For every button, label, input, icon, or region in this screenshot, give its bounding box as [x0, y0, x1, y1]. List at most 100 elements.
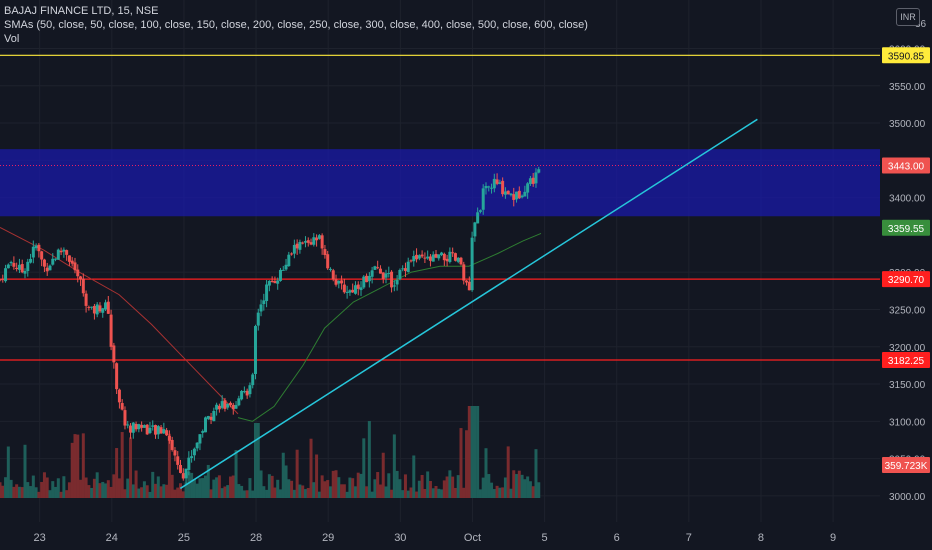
candle-body — [137, 424, 141, 430]
sma-indicator-legend[interactable]: SMAs (50, close, 50, close, 100, close, … — [4, 19, 588, 31]
volume-bar — [4, 477, 8, 498]
volume-bar — [495, 485, 499, 498]
price-tick-label: 3200.00 — [889, 343, 926, 354]
volume-bar — [415, 491, 419, 498]
candle-body — [315, 237, 319, 241]
candle-body — [301, 242, 305, 244]
volume-bar — [503, 477, 507, 498]
candle-body — [84, 293, 88, 306]
volume-bar — [76, 434, 80, 498]
time-axis[interactable]: 23 24 25 28 29 30 Oct 5 6 7 8 9 — [34, 532, 837, 544]
volume-bar — [478, 489, 482, 498]
volume-bar — [226, 485, 230, 498]
candle-body — [478, 210, 482, 212]
candle-body — [109, 314, 113, 347]
volume-bar — [40, 481, 44, 498]
volume-bar — [437, 488, 441, 498]
candle-body — [34, 245, 38, 249]
candle-body — [356, 284, 360, 289]
candle-body — [495, 179, 499, 184]
candle-body — [59, 250, 63, 253]
candle-body — [276, 280, 280, 284]
volume-bar — [465, 430, 469, 498]
volume-bar — [392, 434, 396, 498]
candle-body — [20, 264, 24, 273]
candle-body — [87, 306, 91, 308]
volume-bar — [367, 421, 371, 498]
volume-bar — [309, 438, 313, 498]
supply-zone — [0, 149, 880, 217]
volume-bar — [131, 484, 135, 498]
candle-body — [353, 285, 357, 294]
candle-body — [390, 271, 394, 288]
volume-bar — [62, 476, 66, 498]
candle-body — [112, 345, 116, 363]
price-tick-label: 3150.00 — [889, 380, 926, 391]
candle-body — [348, 290, 352, 293]
candle-body — [342, 284, 346, 293]
horizontal-lines[interactable] — [0, 54, 880, 361]
volume-bar — [190, 472, 194, 498]
candle-body — [231, 404, 235, 410]
candle-body — [140, 424, 144, 428]
candle-body — [470, 237, 474, 291]
currency-badge[interactable]: INR — [896, 8, 920, 26]
candle-body — [331, 270, 335, 280]
candle-body — [403, 268, 407, 271]
price-tick-label: 3400.00 — [889, 194, 926, 205]
volume-bar — [531, 486, 535, 498]
supply-zone-rect[interactable] — [0, 149, 880, 217]
volume-bar — [212, 479, 216, 498]
volume-bar — [245, 490, 249, 498]
candle-body — [234, 405, 238, 409]
candle-body — [98, 305, 102, 312]
candle-body — [384, 273, 388, 278]
candle-body — [387, 273, 391, 275]
candle-body — [76, 269, 80, 277]
candle-body — [476, 212, 480, 224]
candle-body — [515, 191, 519, 200]
volume-bar — [12, 486, 16, 498]
candle-body — [473, 222, 477, 237]
candle-body — [434, 253, 438, 258]
volume-bar — [95, 472, 99, 498]
price-tick-label: 3250.00 — [889, 305, 926, 316]
volume-bar — [184, 482, 188, 498]
volume-indicator-legend[interactable]: Vol — [4, 33, 20, 45]
candle-body — [228, 402, 232, 406]
volume-bar — [440, 489, 444, 498]
volume-bar — [259, 470, 263, 498]
candle-body — [209, 416, 213, 420]
candle-body — [531, 177, 535, 184]
candle-body — [187, 457, 191, 470]
candle-body — [334, 279, 338, 285]
volume-bar — [523, 479, 527, 498]
candle-body — [40, 251, 44, 260]
volume-bar — [520, 474, 524, 498]
price-label-text: 3590.85 — [888, 51, 925, 62]
candle-body — [462, 264, 466, 281]
trendline[interactable] — [179, 118, 758, 490]
volume-bar — [84, 477, 88, 498]
candle-body — [226, 403, 230, 408]
volume-bar — [395, 470, 399, 498]
volume-bar — [65, 490, 69, 498]
candle-body — [129, 425, 133, 433]
candle-body — [251, 374, 255, 386]
volume-bar — [253, 423, 257, 498]
candle-body — [81, 278, 85, 294]
volume-bar — [423, 489, 427, 498]
candle-body — [165, 430, 169, 436]
volume-bar — [378, 484, 382, 498]
candle-body — [123, 410, 127, 426]
candle-body — [423, 257, 427, 259]
trendline-group[interactable] — [179, 118, 758, 490]
volume-bar — [501, 487, 505, 498]
candle-body — [440, 252, 444, 256]
candle-body — [156, 426, 160, 435]
volume-bar — [1, 485, 5, 498]
symbol-title[interactable]: BAJAJ FINANCE LTD, 15, NSE — [4, 5, 159, 17]
volume-bar — [342, 484, 346, 498]
volume-bar — [406, 490, 410, 498]
